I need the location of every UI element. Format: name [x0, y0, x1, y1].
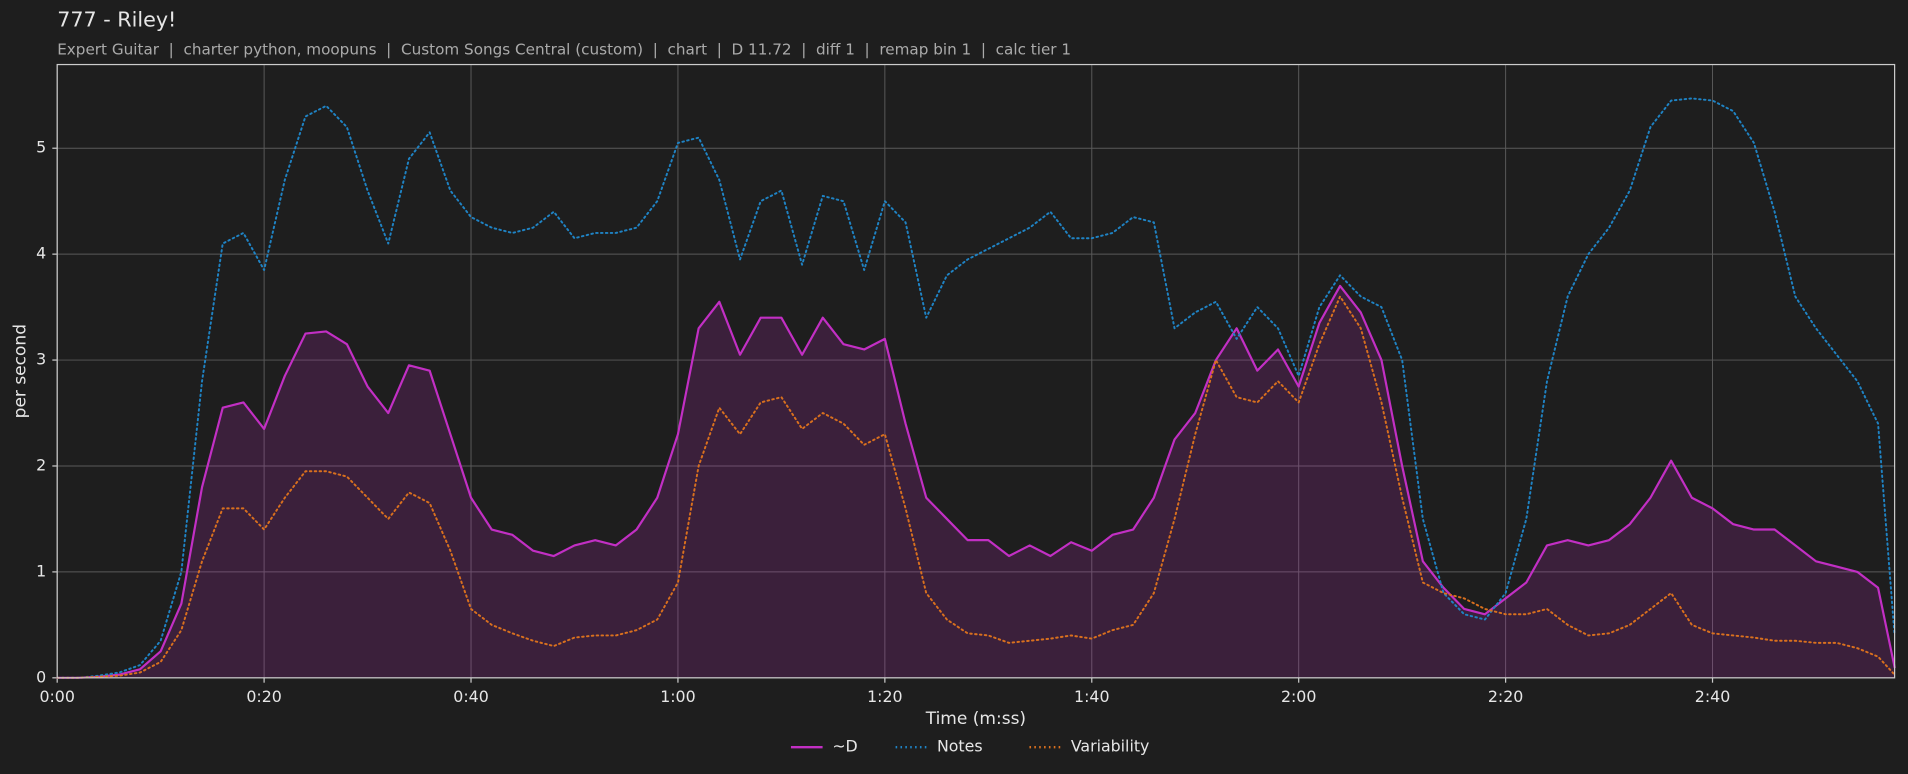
chart-subtitle: Expert Guitar | charter python, moopuns … [57, 40, 1071, 58]
y-tick-label: 2 [36, 455, 46, 474]
x-tick-label: 1:20 [867, 687, 902, 706]
y-tick-label: 3 [36, 350, 46, 369]
x-tick-label: 1:00 [660, 687, 695, 706]
legend-label: Notes [937, 737, 983, 756]
y-tick-label: 0 [36, 667, 46, 686]
x-axis-label: Time (m:ss) [925, 709, 1026, 729]
x-tick-label: 2:00 [1281, 687, 1316, 706]
x-tick-label: 2:40 [1695, 687, 1730, 706]
x-tick-label: 1:40 [1074, 687, 1109, 706]
y-tick-label: 1 [36, 561, 46, 580]
plot-frame [56, 63, 1896, 679]
legend-label: ~D [832, 737, 857, 756]
series-line [56, 284, 1896, 679]
chart-title: 777 - Riley! [57, 8, 176, 32]
x-tick-label: 0:20 [246, 687, 281, 706]
x-tick-label: 2:20 [1488, 687, 1523, 706]
x-tick-label: 0:00 [39, 687, 74, 706]
x-tick-label: 0:40 [453, 687, 488, 706]
y-tick-label: 5 [36, 138, 46, 157]
series-line [56, 295, 1896, 679]
y-axis-label: per second [11, 324, 31, 418]
series-line [56, 97, 1896, 679]
legend-label: Variability [1071, 737, 1150, 756]
area [57, 285, 1895, 678]
y-tick-label: 4 [36, 244, 46, 263]
